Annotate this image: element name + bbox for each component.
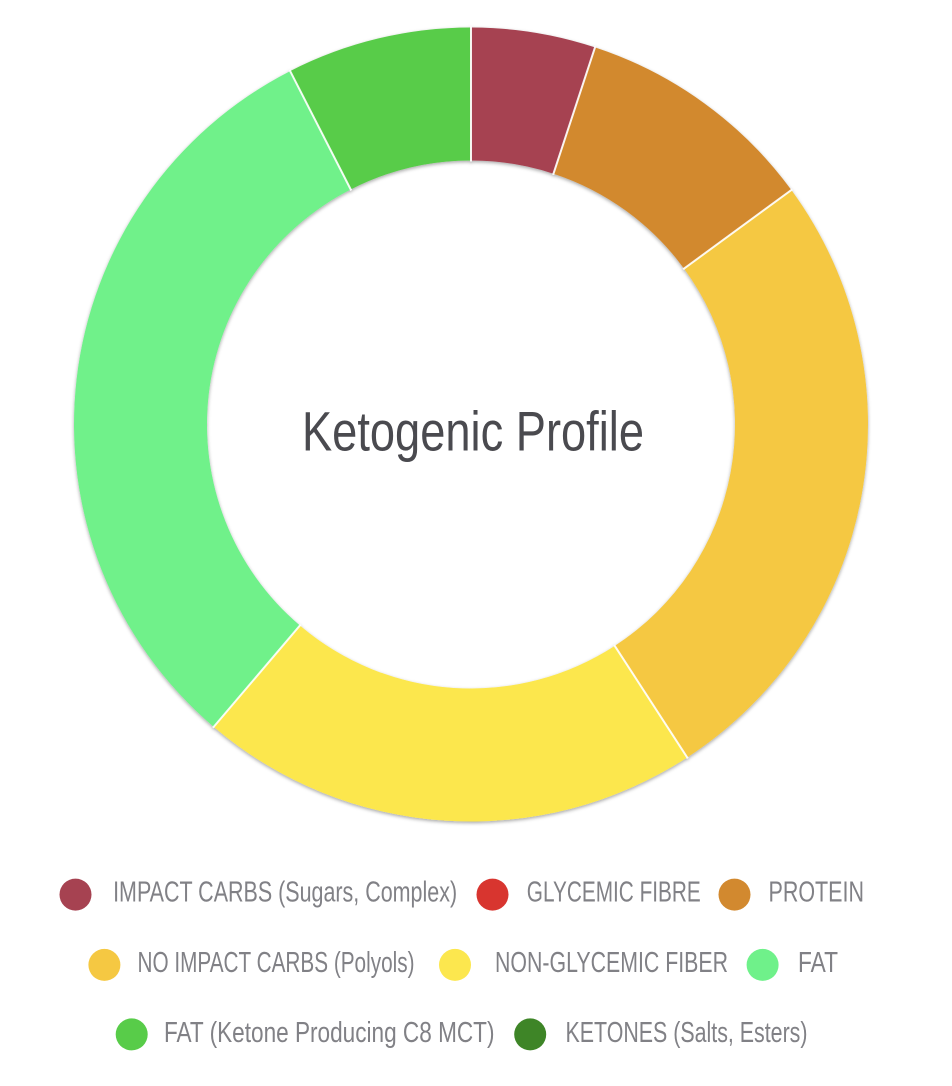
svg-text:IMPACT CARBS (Sugars, Complex): IMPACT CARBS (Sugars, Complex) xyxy=(113,877,457,909)
svg-text:FAT (Ketone Producing C8 MCT): FAT (Ketone Producing C8 MCT) xyxy=(164,1017,495,1049)
svg-text:GLYCEMIC FIBRE: GLYCEMIC FIBRE xyxy=(527,877,701,909)
svg-text:PROTEIN: PROTEIN xyxy=(769,877,865,909)
svg-text:NON-GLYCEMIC FIBER: NON-GLYCEMIC FIBER xyxy=(495,947,728,979)
svg-text:Ketogenic Profile: Ketogenic Profile xyxy=(302,399,644,462)
svg-text:NO IMPACT CARBS (Polyols): NO IMPACT CARBS (Polyols) xyxy=(138,947,415,979)
svg-text:KETONES (Salts, Esters): KETONES (Salts, Esters) xyxy=(566,1017,808,1049)
svg-text:FAT: FAT xyxy=(798,947,838,979)
